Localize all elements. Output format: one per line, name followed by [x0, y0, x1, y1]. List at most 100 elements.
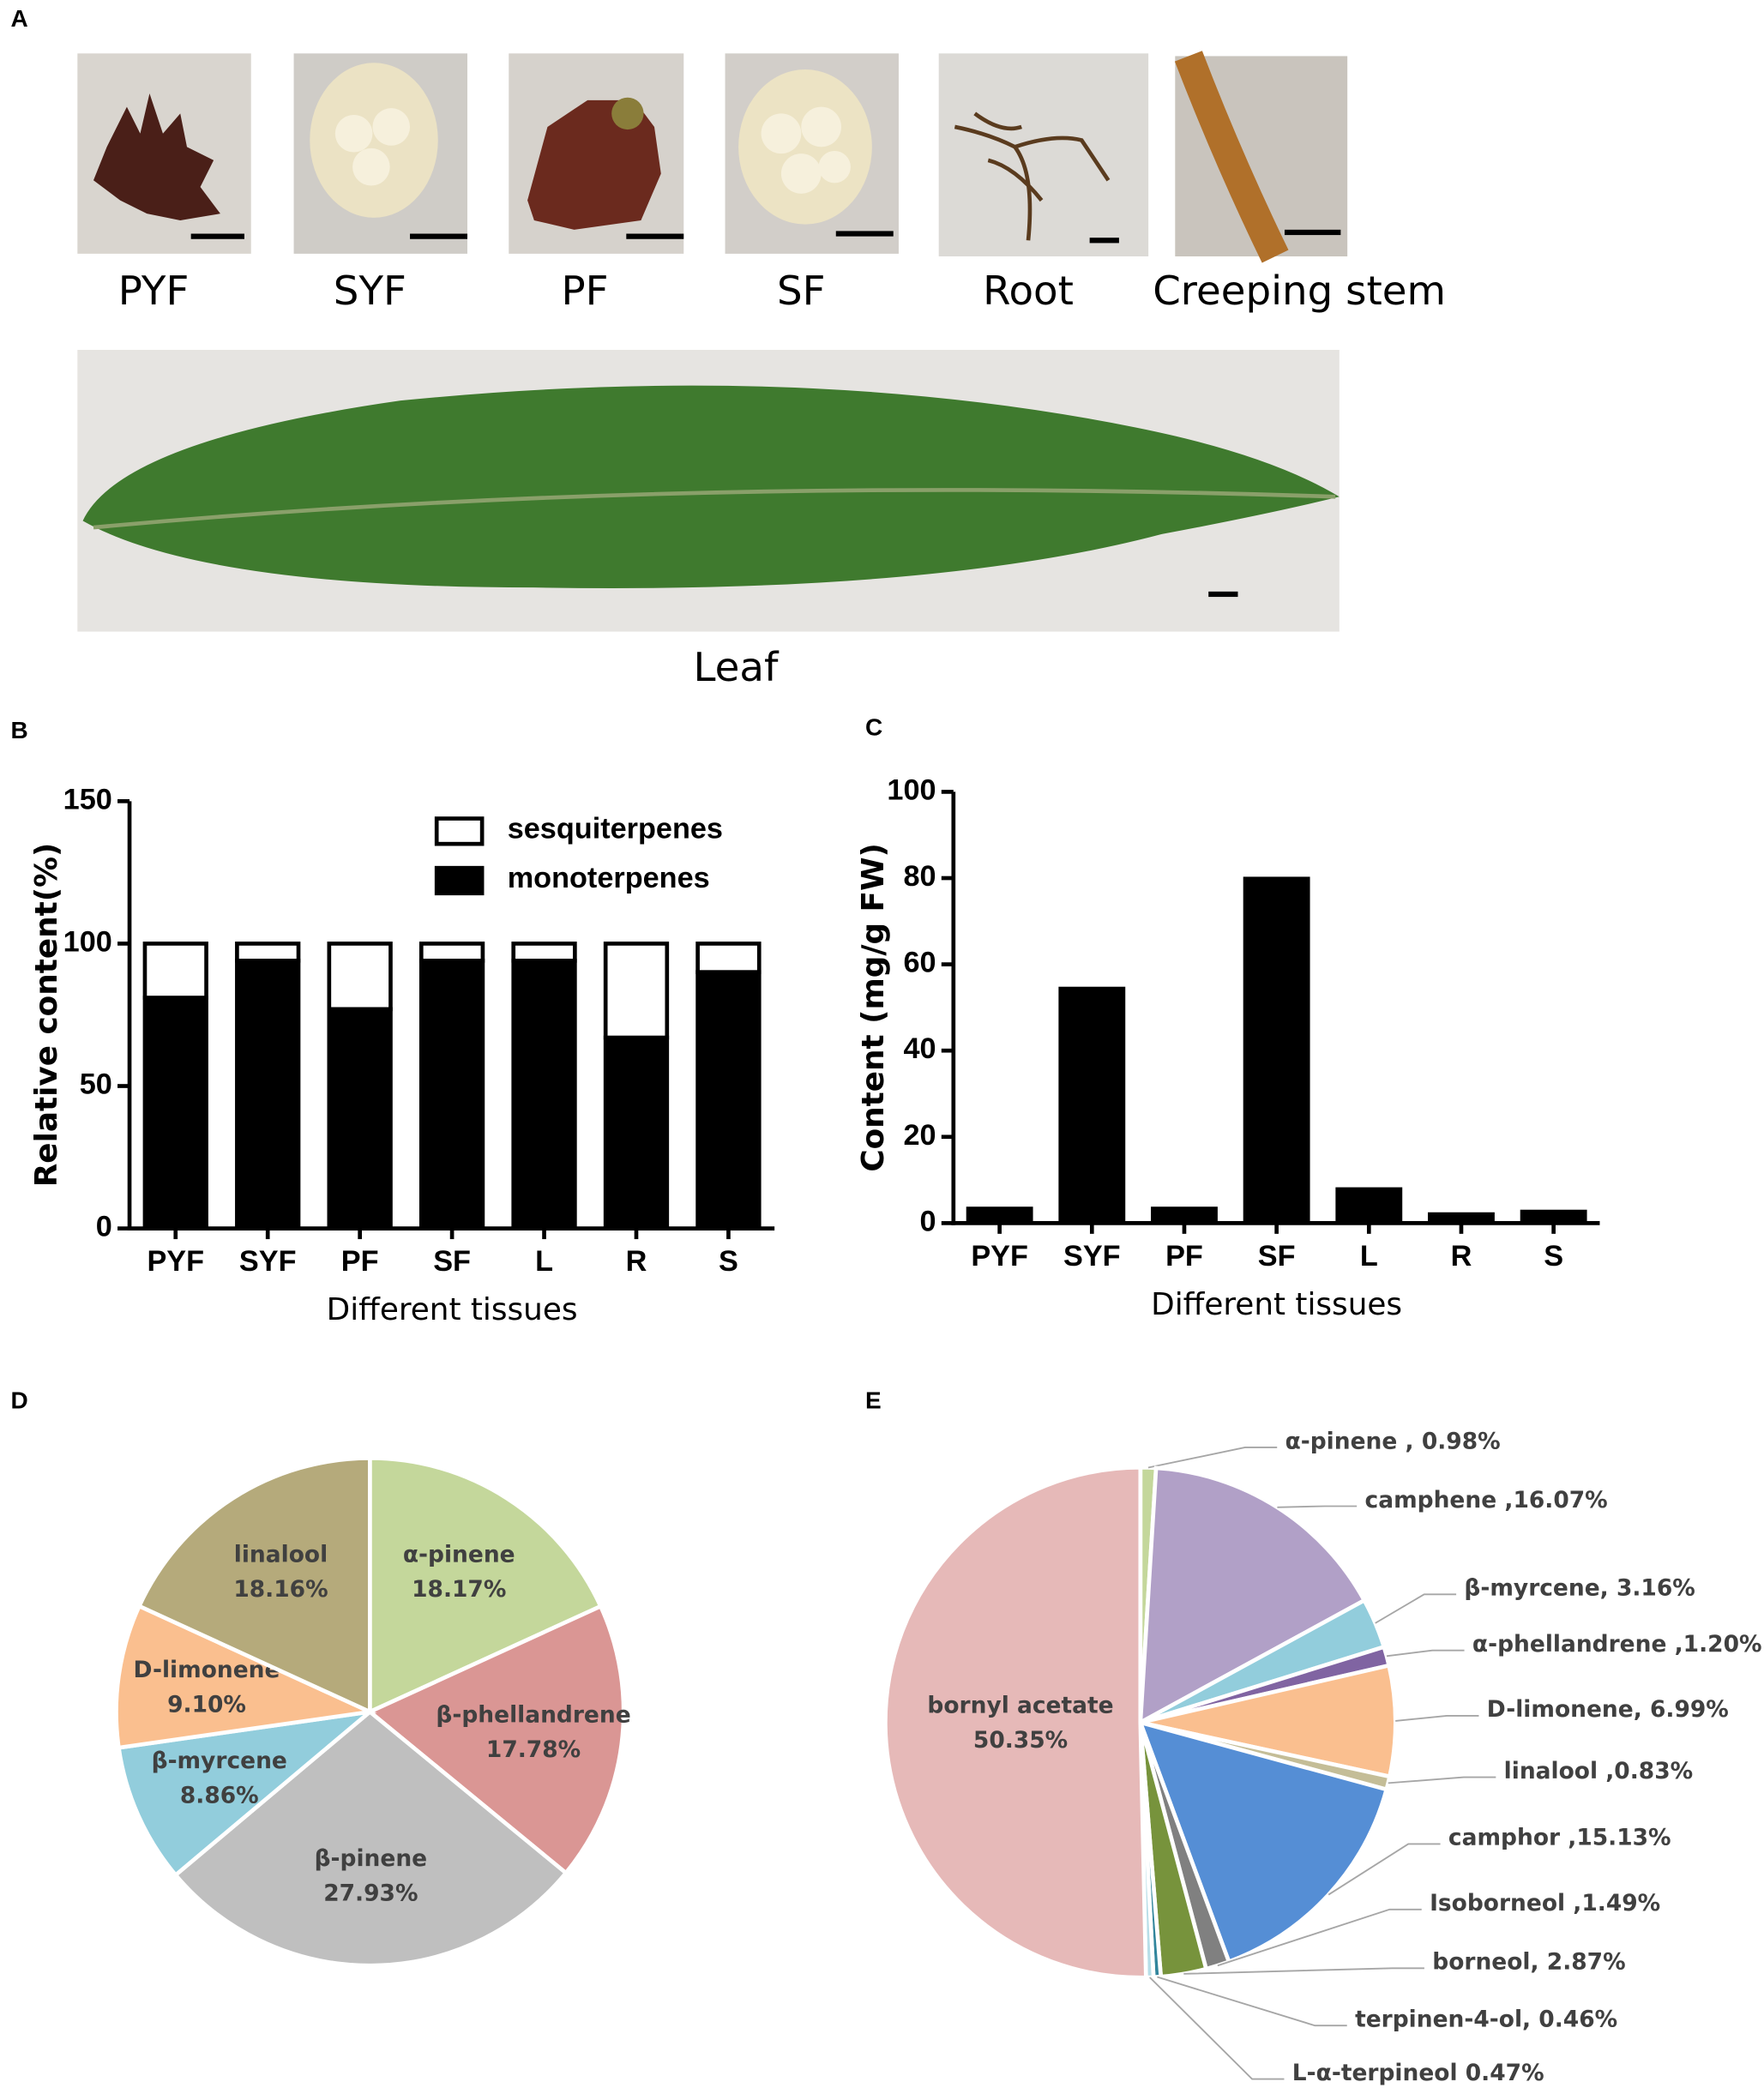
x-tick-label: L	[1360, 1240, 1378, 1273]
legend-label: monoterpenes	[508, 862, 710, 894]
bar-segment	[603, 942, 670, 1040]
bar-segment	[695, 942, 762, 974]
x-tick-label: PF	[1165, 1240, 1203, 1273]
panel-letter: E	[865, 1387, 882, 1413]
bar-segment	[418, 959, 485, 1231]
x-tick-label: L	[535, 1245, 553, 1278]
bar-segment	[327, 942, 393, 1012]
x-tick-label: R	[1451, 1240, 1472, 1273]
photo-label: Creeping stem	[1153, 268, 1446, 315]
slice-label: bornyl acetate	[927, 1693, 1113, 1719]
bar-segment	[418, 942, 485, 963]
leader-line	[1217, 1908, 1422, 1967]
panel-letter: A	[10, 5, 27, 32]
bar-segment	[142, 996, 208, 1231]
bar-segment	[603, 1035, 670, 1231]
slice-value-label: 27.93%	[323, 1880, 418, 1906]
pie-slice	[367, 1456, 604, 1715]
x-axis-title: Different tissues	[327, 1292, 578, 1327]
photo-pf	[509, 53, 684, 254]
pie-slice	[365, 1604, 626, 1876]
bar-segment	[142, 942, 208, 1000]
bar	[1058, 986, 1126, 1224]
slice-value-label: 9.10%	[167, 1691, 246, 1718]
photo-label: Root	[983, 268, 1074, 315]
y-tick-label: 20	[903, 1119, 936, 1152]
pie-slice	[136, 1456, 372, 1715]
x-tick-label: SF	[433, 1245, 471, 1278]
panel-letter: B	[10, 717, 27, 743]
bar	[1151, 1206, 1218, 1224]
pie-slice	[1137, 1719, 1389, 1965]
legend-swatch	[434, 816, 485, 846]
slice-name: β-pinene	[315, 1845, 428, 1872]
pie-slice	[116, 1708, 377, 1878]
x-tick-label: SF	[1258, 1240, 1296, 1273]
bar-segment	[511, 959, 577, 1231]
bar	[1335, 1187, 1403, 1224]
photo-label: PF	[562, 268, 609, 315]
slice-label: camphor ,15.13%	[1448, 1825, 1671, 1851]
photo-label: PYF	[118, 268, 190, 315]
slice-label: linalool ,0.83%	[1504, 1758, 1693, 1784]
pie-slice	[172, 1709, 569, 1968]
x-tick-label: PYF	[971, 1240, 1028, 1273]
bar-segment	[695, 970, 762, 1231]
photo-label: SYF	[334, 268, 406, 315]
leader-line	[1149, 1977, 1285, 2080]
photo-root	[938, 53, 1149, 257]
x-tick-label: S	[1544, 1240, 1563, 1273]
x-tick-label: S	[719, 1245, 738, 1278]
slice-name: β-phellandrene	[436, 1701, 630, 1728]
slice-label: α-pinene , 0.98%	[1285, 1428, 1501, 1454]
y-tick-label: 60	[903, 947, 936, 979]
photo-syf	[293, 53, 468, 254]
legend-swatch	[434, 865, 485, 896]
x-tick-label: PF	[341, 1245, 379, 1278]
photo-creeping-stem	[1174, 51, 1348, 263]
x-tick-label: PYF	[147, 1245, 204, 1278]
slice-label: D-limonene, 6.99%	[1487, 1696, 1729, 1723]
slice-value-label: 18.16%	[233, 1576, 328, 1603]
x-tick-label: SYF	[1063, 1240, 1121, 1273]
y-axis-title: Content (mg/g FW)	[856, 843, 891, 1172]
y-tick-label: 100	[63, 925, 112, 958]
slice-name: β-myrcene	[152, 1748, 287, 1774]
bar	[1428, 1212, 1495, 1224]
y-tick-label: 0	[96, 1211, 112, 1243]
slice-label: Isoborneol ,1.49%	[1430, 1890, 1660, 1916]
bar	[1520, 1209, 1587, 1224]
leader-line	[1386, 1649, 1465, 1658]
slice-label: borneol, 2.87%	[1432, 1949, 1625, 1976]
y-tick-label: 40	[903, 1032, 936, 1065]
slice-label: 50.35%	[973, 1727, 1068, 1754]
bar-segment	[327, 1007, 393, 1231]
pie-slice	[1138, 1465, 1368, 1726]
photo-leaf	[77, 350, 1340, 632]
slice-label: β-myrcene, 3.16%	[1464, 1575, 1695, 1602]
slice-name: linalool	[234, 1542, 328, 1568]
legend-label: sesquiterpenes	[508, 813, 723, 845]
y-tick-label: 150	[63, 783, 112, 815]
slice-label: L-α-terpineol 0.47%	[1292, 2060, 1544, 2086]
y-tick-label: 100	[887, 773, 936, 806]
bar	[1243, 876, 1310, 1224]
bar	[966, 1206, 1033, 1224]
leader-line	[1375, 1593, 1457, 1624]
leader-line	[1147, 1447, 1278, 1469]
x-tick-label: R	[626, 1245, 647, 1278]
x-axis-title: Different tissues	[1151, 1287, 1402, 1322]
bar-segment	[235, 959, 301, 1231]
y-axis-title: Relative content(%)	[29, 843, 64, 1188]
slice-value-label: 18.17%	[412, 1576, 506, 1603]
pie-slice	[114, 1603, 377, 1750]
photo-label: SF	[777, 268, 826, 315]
slice-value-label: 17.78%	[486, 1736, 581, 1763]
panel-letter: D	[10, 1387, 27, 1413]
y-tick-label: 0	[920, 1205, 936, 1237]
slice-name: α-pinene	[403, 1542, 515, 1568]
leader-line	[1157, 1976, 1347, 2027]
leader-line	[1395, 1715, 1479, 1722]
leader-line	[1183, 1967, 1424, 1975]
panel-letter: C	[865, 714, 882, 741]
